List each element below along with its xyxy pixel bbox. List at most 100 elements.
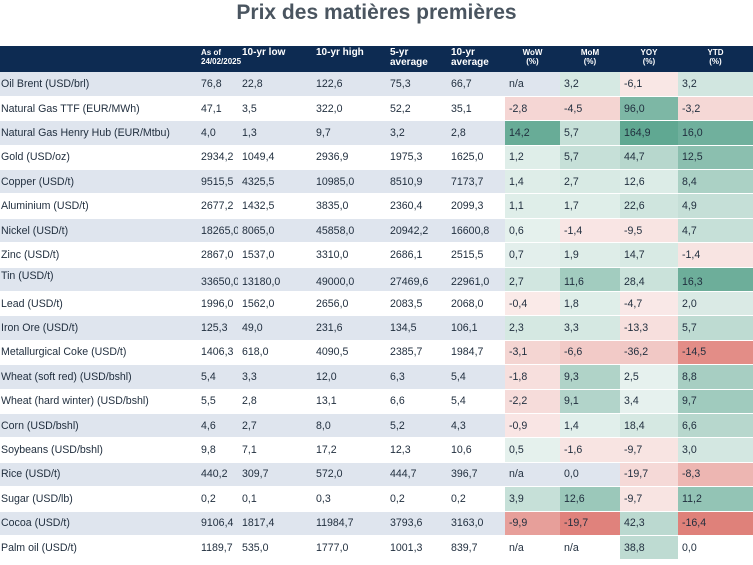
cell-avg10: 4,3 [447,413,505,439]
cell-avg10: 839,7 [447,535,505,561]
table-row: Iron Ore (USD/t) 125,3 49,0 231,6 134,5 106,1… [0,315,753,341]
cell-yoy: 18,4 [620,413,678,439]
cell-ytd: 5,7 [678,315,753,341]
cell-wow: n/a [505,72,560,97]
header-10yr-high: 10-yr high [316,47,364,58]
cell-mom: 12,6 [560,486,620,512]
cell-avg10: 22961,0 [447,267,505,293]
cell-wow: 14,2 [505,120,560,146]
cell-name: Soybeans (USD/bshl) [0,437,197,463]
cell-avg5: 1975,3 [386,145,447,171]
cell-yoy: 2,5 [620,364,678,390]
cell-wow: 0,5 [505,437,560,463]
cell-low: 1049,4 [238,145,312,171]
cell-asof: 440,2 [197,462,238,488]
cell-mom: 3,3 [560,315,620,341]
cell-low: 1,3 [238,120,312,146]
cell-name: Zinc (USD/t) [0,242,197,268]
cell-ytd: -8,3 [678,462,753,488]
cell-asof: 47,1 [197,96,238,122]
cell-ytd: 3,2 [678,72,753,97]
cell-mom: n/a [560,535,620,561]
cell-ytd: 4,9 [678,193,753,219]
cell-avg5: 2686,1 [386,242,447,268]
cell-avg5: 444,7 [386,462,447,488]
cell-asof: 9515,5 [197,169,238,195]
cell-mom: -4,5 [560,96,620,122]
header-5yr-average: 5-yr average [390,47,428,68]
cell-low: 309,7 [238,462,312,488]
cell-ytd: 4,7 [678,218,753,244]
cell-wow: -2,2 [505,389,560,414]
cell-yoy: -9,5 [620,218,678,244]
cell-low: 49,0 [238,315,312,341]
cell-mom: -19,7 [560,511,620,536]
cell-wow: -1,8 [505,364,560,390]
table-row: Copper (USD/t) 9515,5 4325,5 10985,0 8510,9 7… [0,169,753,195]
cell-high: 3310,0 [312,242,386,268]
cell-ytd: 6,6 [678,413,753,439]
cell-low: 1432,5 [238,193,312,219]
cell-high: 45858,0 [312,218,386,244]
cell-high: 231,6 [312,315,386,341]
cell-name: Tin (USD/t) [0,267,197,293]
cell-avg5: 6,6 [386,389,447,414]
cell-mom: 5,7 [560,120,620,146]
cell-ytd: 12,5 [678,145,753,171]
cell-name: Sugar (USD/lb) [0,486,197,512]
header-wow: WoW (%) [522,48,543,66]
cell-low: 4325,5 [238,169,312,195]
cell-high: 10985,0 [312,169,386,195]
cell-avg5: 3793,6 [386,511,447,536]
cell-wow: 2,7 [505,267,560,293]
cell-yoy: -19,7 [620,462,678,488]
cell-avg10: 3163,0 [447,511,505,536]
cell-name: Gold (USD/oz) [0,145,197,171]
cell-avg5: 2360,4 [386,193,447,219]
cell-low: 2,7 [238,413,312,439]
cell-low: 618,0 [238,340,312,366]
cell-mom: 9,3 [560,364,620,390]
cell-yoy: 44,7 [620,145,678,171]
cell-avg10: 1625,0 [447,145,505,171]
cell-yoy: -13,3 [620,315,678,341]
cell-yoy: 3,4 [620,389,678,414]
cell-asof: 2934,2 [197,145,238,171]
header-10yr-low: 10-yr low [242,47,286,58]
cell-avg5: 2083,5 [386,291,447,317]
cell-asof: 0,2 [197,486,238,512]
cell-avg5: 52,2 [386,96,447,122]
cell-ytd: 8,8 [678,364,753,390]
table-row: Corn (USD/bshl) 4,6 2,7 8,0 5,2 4,3 -0,9 1,4 18,… [0,413,753,439]
table-row: Wheat (hard winter) (USD/bshl) 5,5 2,8 13,1… [0,389,753,414]
cell-name: Aluminium (USD/t) [0,193,197,219]
cell-wow: n/a [505,535,560,561]
cell-avg10: 5,4 [447,389,505,414]
cell-ytd: -14,5 [678,340,753,366]
cell-mom: -6,6 [560,340,620,366]
cell-name: Wheat (hard winter) (USD/bshl) [0,389,197,414]
cell-low: 3,5 [238,96,312,122]
cell-ytd: 3,0 [678,437,753,463]
cell-ytd: -1,4 [678,242,753,268]
cell-ytd: 8,4 [678,169,753,195]
table-row: Palm oil (USD/t) 1189,7 535,0 1777,0 1001,3 8… [0,535,753,561]
cell-high: 3835,0 [312,193,386,219]
cell-asof: 5,5 [197,389,238,414]
cell-high: 4090,5 [312,340,386,366]
cell-name: Cocoa (USD/t) [0,511,197,536]
cell-wow: 2,3 [505,315,560,341]
cell-low: 3,3 [238,364,312,390]
cell-asof: 4,6 [197,413,238,439]
cell-name: Metallurgical Coke (USD/t) [0,340,197,366]
cell-avg10: 106,1 [447,315,505,341]
cell-low: 1817,4 [238,511,312,536]
cell-high: 122,6 [312,72,386,97]
cell-wow: n/a [505,462,560,488]
cell-high: 572,0 [312,462,386,488]
cell-name: Oil Brent (USD/brl) [0,72,197,97]
cell-high: 8,0 [312,413,386,439]
cell-ytd: 2,0 [678,291,753,317]
cell-asof: 1406,3 [197,340,238,366]
cell-high: 0,3 [312,486,386,512]
